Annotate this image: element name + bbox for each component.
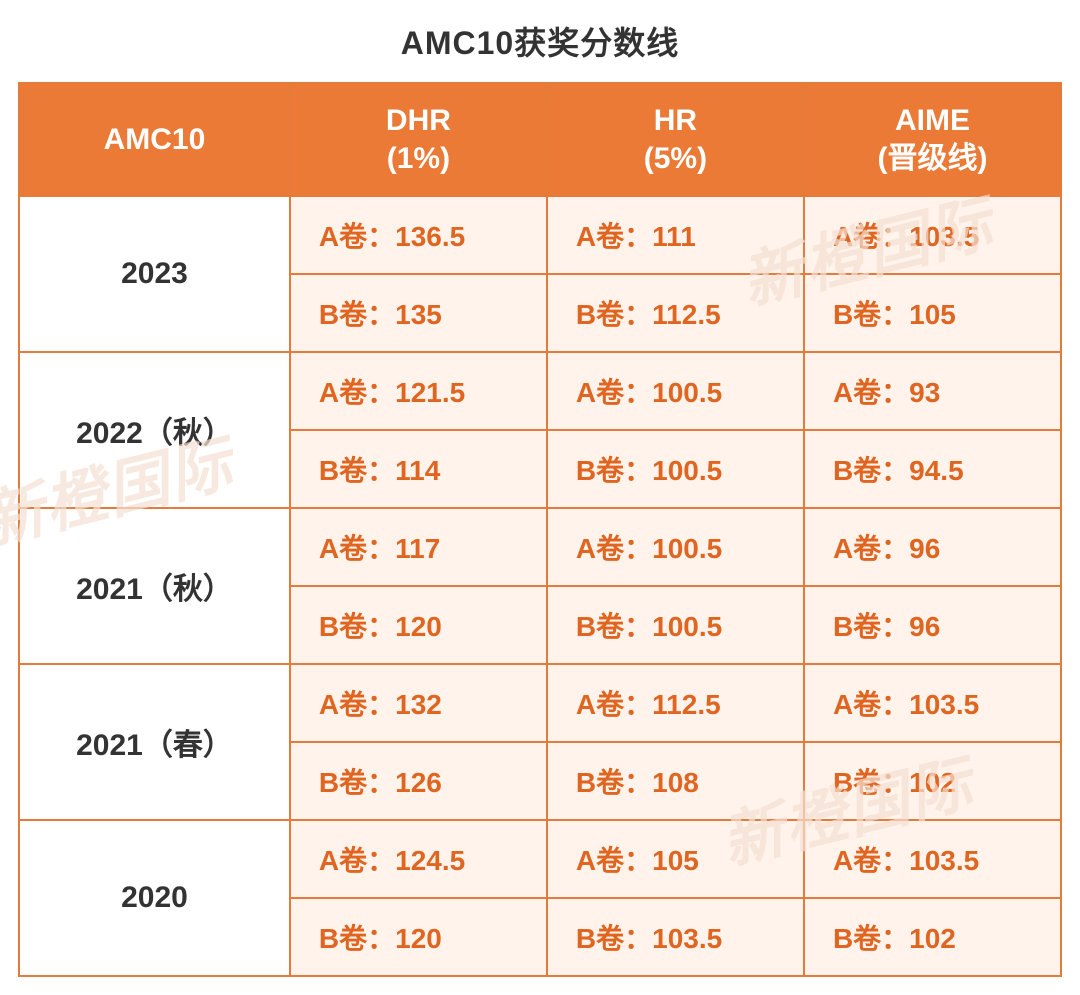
col-header-amc10: AMC10 — [19, 83, 290, 196]
value-cell: B卷：100.5 — [547, 430, 804, 508]
table-row: 2023 A卷：136.5 A卷：111 A卷：103.5 — [19, 196, 1061, 274]
col-header-hr: HR (5%) — [547, 83, 804, 196]
value-cell: A卷：124.5 — [290, 820, 547, 898]
col-header-aime: AIME (晋级线) — [804, 83, 1061, 196]
value-cell: A卷：103.5 — [804, 196, 1061, 274]
value-cell: A卷：105 — [547, 820, 804, 898]
col-header-aime-line2: (晋级线) — [811, 140, 1054, 178]
value-cell: B卷：105 — [804, 274, 1061, 352]
value-cell: B卷：120 — [290, 898, 547, 976]
value-cell: A卷：111 — [547, 196, 804, 274]
page-title: AMC10获奖分数线 — [18, 18, 1062, 64]
value-cell: B卷：103.5 — [547, 898, 804, 976]
value-cell: A卷：136.5 — [290, 196, 547, 274]
value-cell: A卷：112.5 — [547, 664, 804, 742]
value-cell: B卷：96 — [804, 586, 1061, 664]
year-cell: 2020 — [19, 820, 290, 976]
value-cell: B卷：94.5 — [804, 430, 1061, 508]
value-cell: B卷：126 — [290, 742, 547, 820]
value-cell: B卷：108 — [547, 742, 804, 820]
year-cell: 2021（秋） — [19, 508, 290, 664]
value-cell: B卷：135 — [290, 274, 547, 352]
value-cell: A卷：121.5 — [290, 352, 547, 430]
col-header-dhr-line1: DHR — [386, 104, 451, 137]
table-row: 2022（秋） A卷：121.5 A卷：100.5 A卷：93 — [19, 352, 1061, 430]
score-table: AMC10 DHR (1%) HR (5%) AIME (晋级线) — [18, 82, 1062, 977]
value-cell: A卷：103.5 — [804, 820, 1061, 898]
col-header-aime-line1: AIME — [895, 104, 970, 137]
table-row: 2021（秋） A卷：117 A卷：100.5 A卷：96 — [19, 508, 1061, 586]
col-header-hr-line1: HR — [654, 104, 697, 137]
value-cell: B卷：100.5 — [547, 586, 804, 664]
col-header-dhr: DHR (1%) — [290, 83, 547, 196]
value-cell: B卷：102 — [804, 742, 1061, 820]
value-cell: B卷：114 — [290, 430, 547, 508]
value-cell: A卷：100.5 — [547, 508, 804, 586]
year-cell: 2021（春） — [19, 664, 290, 820]
value-cell: B卷：102 — [804, 898, 1061, 976]
value-cell: A卷：93 — [804, 352, 1061, 430]
table-row: 2021（春） A卷：132 A卷：112.5 A卷：103.5 — [19, 664, 1061, 742]
value-cell: A卷：96 — [804, 508, 1061, 586]
value-cell: A卷：132 — [290, 664, 547, 742]
value-cell: B卷：120 — [290, 586, 547, 664]
value-cell: A卷：100.5 — [547, 352, 804, 430]
col-header-hr-line2: (5%) — [554, 140, 797, 178]
value-cell: B卷：112.5 — [547, 274, 804, 352]
col-header-dhr-line2: (1%) — [297, 140, 540, 178]
value-cell: A卷：117 — [290, 508, 547, 586]
year-cell: 2022（秋） — [19, 352, 290, 508]
table-row: 2020 A卷：124.5 A卷：105 A卷：103.5 — [19, 820, 1061, 898]
year-cell: 2023 — [19, 196, 290, 352]
value-cell: A卷：103.5 — [804, 664, 1061, 742]
